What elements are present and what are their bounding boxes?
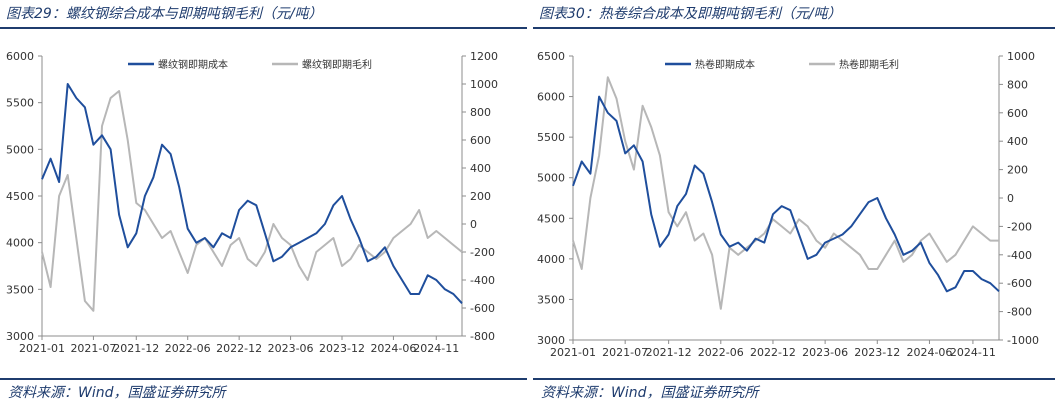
x-tick-label: 2023-12 — [854, 346, 900, 359]
y-right-tick-label: -400 — [1007, 249, 1032, 262]
title-divider — [0, 27, 527, 29]
x-tick-label: 2022-12 — [216, 342, 262, 355]
x-tick-label: 2021-12 — [646, 346, 692, 359]
y-right-tick-label: 200 — [470, 190, 491, 203]
y-left-tick-label: 3500 — [6, 283, 34, 296]
y-right-tick-label: -800 — [1007, 306, 1032, 319]
y-left-tick-label: 6500 — [537, 50, 565, 63]
y-right-tick-label: 800 — [470, 106, 491, 119]
y-right-tick-label: 600 — [470, 134, 491, 147]
source-note: 资料来源：Wind，国盛证券研究所 — [8, 385, 226, 401]
y-left-tick-label: 5000 — [6, 143, 34, 156]
x-tick-label: 2021-07 — [70, 342, 116, 355]
y-right-tick-label: -200 — [470, 246, 495, 259]
source-divider — [533, 378, 1055, 380]
chart-title: 图表29：螺纹钢综合成本与即期吨钢毛利（元/吨） — [6, 6, 323, 22]
series-line — [572, 95, 1000, 293]
y-right-tick-label: 1000 — [1007, 50, 1035, 63]
y-left-tick-label: 4500 — [537, 212, 565, 225]
y-left-tick-label: 4000 — [537, 253, 565, 266]
chart-area: 3000 3500 4000 4500 5000 5500 6000 6500 -1000 -80… — [533, 44, 1055, 370]
y-left-tick-label: 4000 — [6, 237, 34, 250]
y-right-tick-label: 600 — [1007, 107, 1028, 120]
chart-title: 图表30：热卷综合成本及即期吨钢毛利（元/吨） — [539, 6, 842, 22]
y-right-tick-label: 1000 — [470, 78, 498, 91]
y-right-tick-label: -400 — [470, 274, 495, 287]
chart-svg-rebar: 3000350040004500500055006000-800-600-400… — [6, 50, 498, 355]
y-right-tick-label: 800 — [1007, 78, 1028, 91]
source-divider — [0, 378, 527, 380]
title-divider — [533, 27, 1055, 29]
y-right-tick-label: -800 — [470, 330, 495, 343]
x-tick-label: 2022-06 — [698, 346, 744, 359]
series-line — [572, 76, 999, 310]
y-right-tick-label: 200 — [1007, 164, 1028, 177]
x-tick-label: 2023-06 — [268, 342, 314, 355]
source-note: 资料来源：Wind，国盛证券研究所 — [541, 385, 759, 401]
y-left-tick-label: 6000 — [6, 50, 34, 63]
y-right-tick-label: 400 — [470, 162, 491, 175]
y-left-tick-label: 5500 — [6, 97, 34, 110]
x-tick-label: 2023-06 — [802, 346, 848, 359]
legend-label: 螺纹钢即期成本 — [158, 58, 228, 71]
x-tick-label: 2021-01 — [550, 346, 596, 359]
legend-label: 热卷即期毛利 — [839, 58, 899, 71]
y-left-tick-label: 4500 — [6, 190, 34, 203]
chart-svg-hotcoil: 30003500400045005000550060006500-1000-80… — [537, 50, 1039, 359]
y-left-tick-label: 3000 — [537, 334, 565, 347]
y-right-tick-label: -600 — [1007, 277, 1032, 290]
y-left-tick-label: 5500 — [537, 131, 565, 144]
series-line — [41, 90, 463, 312]
x-tick-label: 2021-12 — [113, 342, 159, 355]
x-tick-label: 2021-01 — [19, 342, 65, 355]
y-right-tick-label: -200 — [1007, 220, 1032, 233]
x-tick-label: 2024-06 — [370, 342, 416, 355]
series-line — [41, 83, 463, 304]
legend-label: 螺纹钢即期毛利 — [302, 58, 372, 71]
y-left-tick-label: 3500 — [537, 293, 565, 306]
x-tick-label: 2024-11 — [413, 342, 459, 355]
chart-panel-hotcoil: 图表30：热卷综合成本及即期吨钢毛利（元/吨） 3000 3500 4000 4500… — [533, 0, 1055, 405]
x-tick-label: 2022-12 — [750, 346, 796, 359]
x-tick-label: 2023-12 — [319, 342, 365, 355]
chart-panel-rebar: 图表29：螺纹钢综合成本与即期吨钢毛利（元/吨） 3000 3500 4000 450… — [0, 0, 527, 405]
y-left-tick-label: 5000 — [537, 172, 565, 185]
x-tick-label: 2024-11 — [950, 346, 996, 359]
y-left-tick-label: 6000 — [537, 91, 565, 104]
y-right-tick-label: 0 — [470, 218, 477, 231]
y-right-tick-label: -1000 — [1007, 334, 1039, 347]
y-right-tick-label: 1200 — [470, 50, 498, 63]
x-tick-label: 2022-06 — [165, 342, 211, 355]
y-right-tick-label: 400 — [1007, 135, 1028, 148]
y-right-tick-label: 0 — [1007, 192, 1014, 205]
legend-label: 热卷即期成本 — [695, 58, 755, 71]
y-right-tick-label: -600 — [470, 302, 495, 315]
x-tick-label: 2021-07 — [602, 346, 648, 359]
chart-area: 3000 3500 4000 4500 5000 5500 6000 -800 -600 -400… — [0, 44, 527, 370]
y-left-tick-label: 3000 — [6, 330, 34, 343]
x-tick-label: 2024-06 — [906, 346, 952, 359]
